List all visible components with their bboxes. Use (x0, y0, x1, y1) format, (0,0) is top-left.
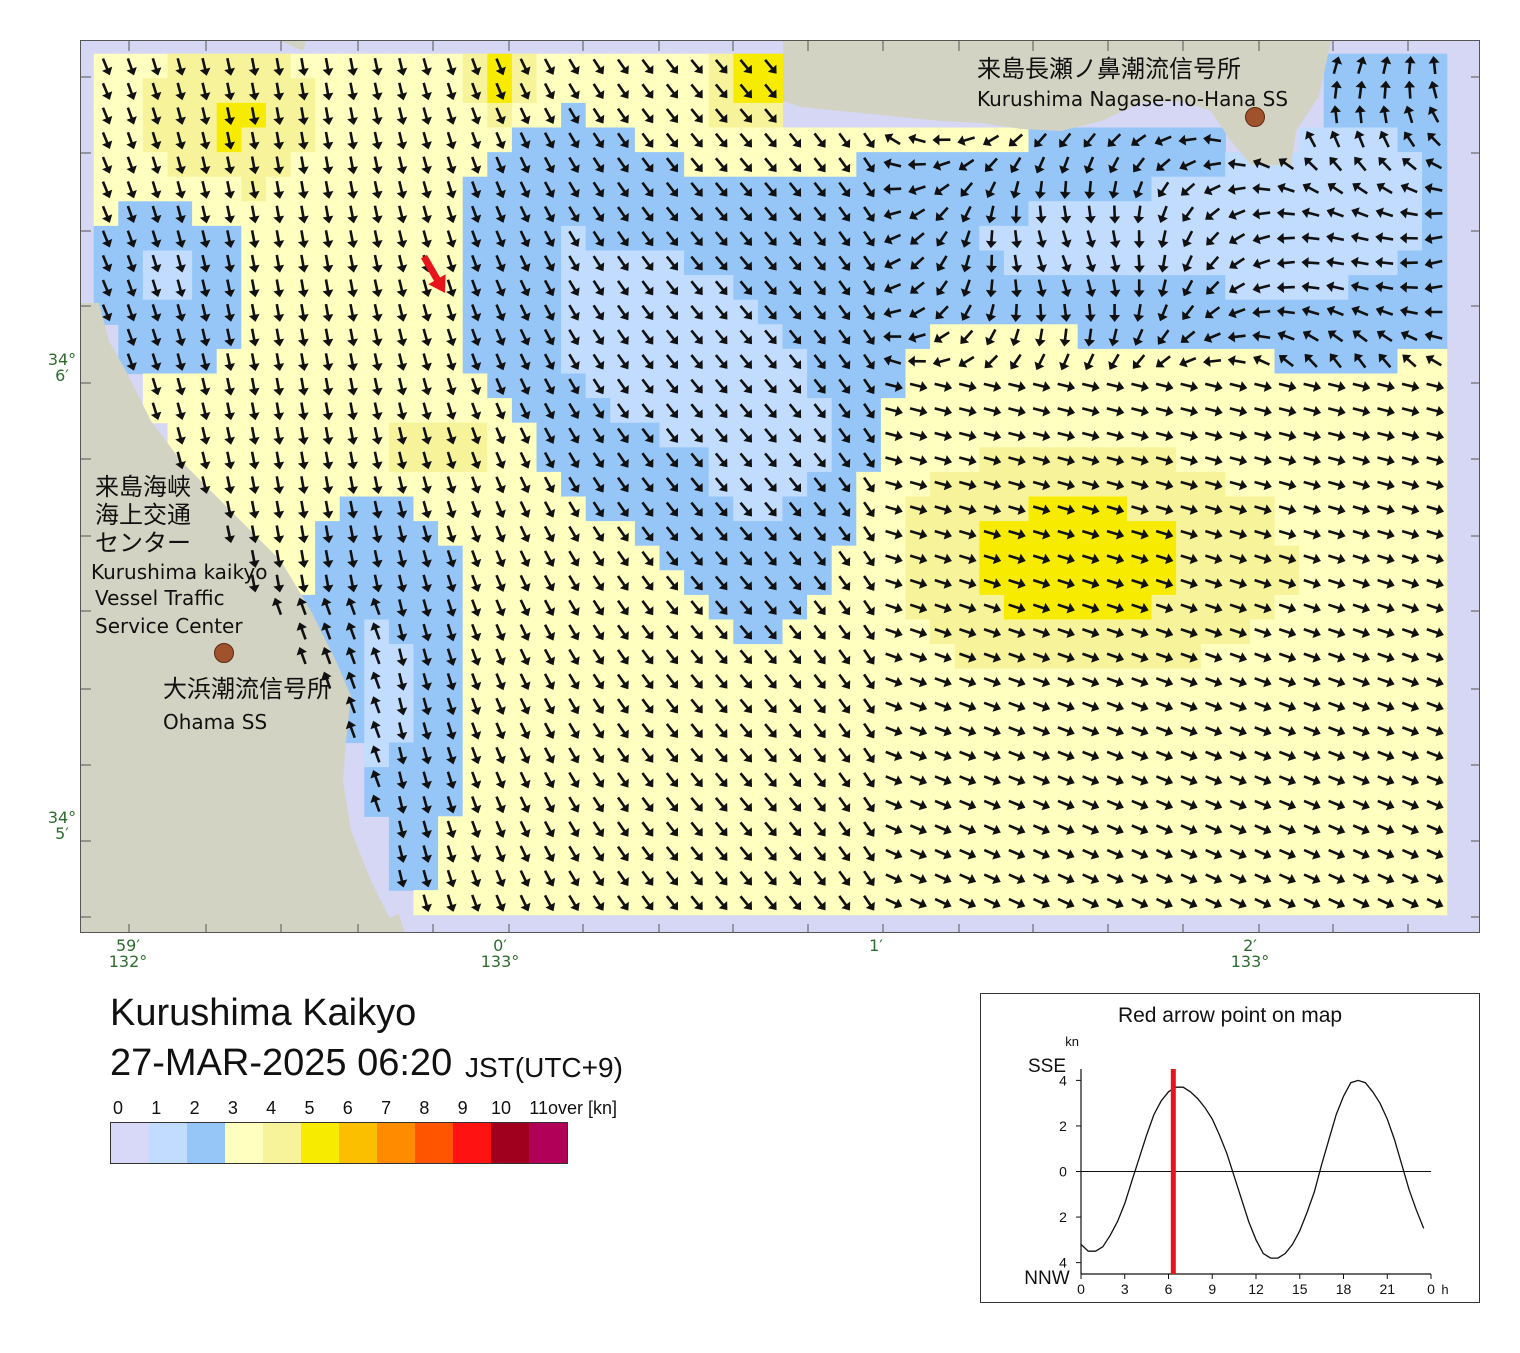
y-tick-label: 0 (1059, 1164, 1067, 1180)
legend-tick-label: 4 (266, 1098, 277, 1118)
area-title: Kurushima Kaikyo (110, 992, 417, 1034)
legend-swatch (453, 1123, 491, 1163)
lat-label-34-6: 34° 6′ (47, 350, 77, 385)
legend-tick-label: 0 (112, 1098, 124, 1118)
legend-swatch (225, 1123, 263, 1163)
legend-tick-label: 11over [kn] (529, 1098, 618, 1118)
direction-bottom-label: NNW (1024, 1268, 1069, 1289)
x-tick-label: 15 (1292, 1281, 1308, 1297)
x-tick-label: 6 (1165, 1281, 1173, 1297)
vts-name-jp-line1: 来島海峡 (95, 473, 191, 501)
legend-swatch (149, 1123, 187, 1163)
lon-label-133-1: 1′ (869, 936, 883, 955)
y-unit-label: kn (1065, 1034, 1079, 1049)
vts-name-jp-line3: センター (95, 529, 191, 557)
x-tick-label: 3 (1121, 1281, 1129, 1297)
x-tick-label: 9 (1208, 1281, 1216, 1297)
legend-ticks: 0 1 2 3 4 5 6 7 8 9 10 11over [kn] (110, 1098, 670, 1120)
y-tick-label: 2 (1059, 1118, 1067, 1134)
lat-label-34-5: 34° 5′ (47, 808, 77, 843)
legend-tick-label: 8 (419, 1098, 430, 1118)
legend-tick-label: 5 (304, 1098, 315, 1118)
vts-name-en-line2: Vessel Traffic (95, 586, 225, 610)
x-tick-label: 21 (1379, 1281, 1395, 1297)
vts-name-en-line1: Kurushima kaikyo (91, 560, 268, 584)
ohama-station-name-en: Ohama SS (163, 710, 268, 734)
legend-tick-label: 3 (227, 1098, 238, 1118)
legend-swatch (529, 1123, 567, 1163)
legend-tick-label: 2 (189, 1098, 200, 1118)
vts-name-jp-line2: 海上交通 (95, 501, 191, 529)
legend-tick-label: 9 (457, 1098, 468, 1118)
legend-swatch (111, 1123, 149, 1163)
vts-station-marker[interactable] (214, 643, 234, 663)
legend-tick-label: 7 (381, 1098, 392, 1118)
x-tick-label: 12 (1248, 1281, 1264, 1297)
ohama-station-name-jp: 大浜潮流信号所 (163, 675, 331, 703)
lon-label-133-0: 0′ 133° (480, 936, 520, 971)
nagase-station-marker[interactable] (1245, 107, 1265, 127)
x-tick-label: 18 (1336, 1281, 1352, 1297)
nagase-station-name-en: Kurushima Nagase-no-Hana SS (977, 87, 1289, 111)
x-tick-label: 0 (1427, 1281, 1435, 1297)
legend-swatch (301, 1123, 339, 1163)
y-tick-label: 4 (1059, 1255, 1067, 1271)
vts-name-en-line3: Service Center (95, 614, 243, 638)
legend-swatch (263, 1123, 301, 1163)
x-unit-label: h (1441, 1282, 1448, 1297)
x-tick-label: 0 (1077, 1281, 1085, 1297)
nagase-station-name-jp: 来島長瀬ノ鼻潮流信号所 (977, 55, 1241, 83)
forecast-datetime: 27-MAR-2025 06:20 (110, 1042, 453, 1084)
legend-swatch (415, 1123, 453, 1163)
legend-swatch (491, 1123, 529, 1163)
legend-tick-label: 6 (342, 1098, 353, 1118)
legend-tick-label: 10 (490, 1098, 512, 1118)
map-canvas[interactable] (81, 41, 1480, 933)
legend-swatch (339, 1123, 377, 1163)
timezone-label: JST(UTC+9) (465, 1052, 623, 1083)
current-speed-curve (1080, 1079, 1425, 1259)
legend-color-bar (110, 1122, 568, 1164)
legend-swatch (377, 1123, 415, 1163)
lon-label-133-2: 2′ 133° (1230, 936, 1270, 971)
lon-label-132-59: 59′ 132° (108, 936, 148, 971)
legend-swatch (187, 1123, 225, 1163)
current-map[interactable]: 来島長瀬ノ鼻潮流信号所 Kurushima Nagase-no-Hana SS … (80, 40, 1480, 933)
tidal-current-graph: Red arrow point on map kn SSE NNW 4 2 0 2 4 0 3 6 9… (980, 993, 1480, 1303)
y-tick-label: 2 (1059, 1209, 1067, 1225)
legend-tick-label: 1 (151, 1098, 162, 1118)
y-tick-label: 4 (1059, 1072, 1067, 1088)
